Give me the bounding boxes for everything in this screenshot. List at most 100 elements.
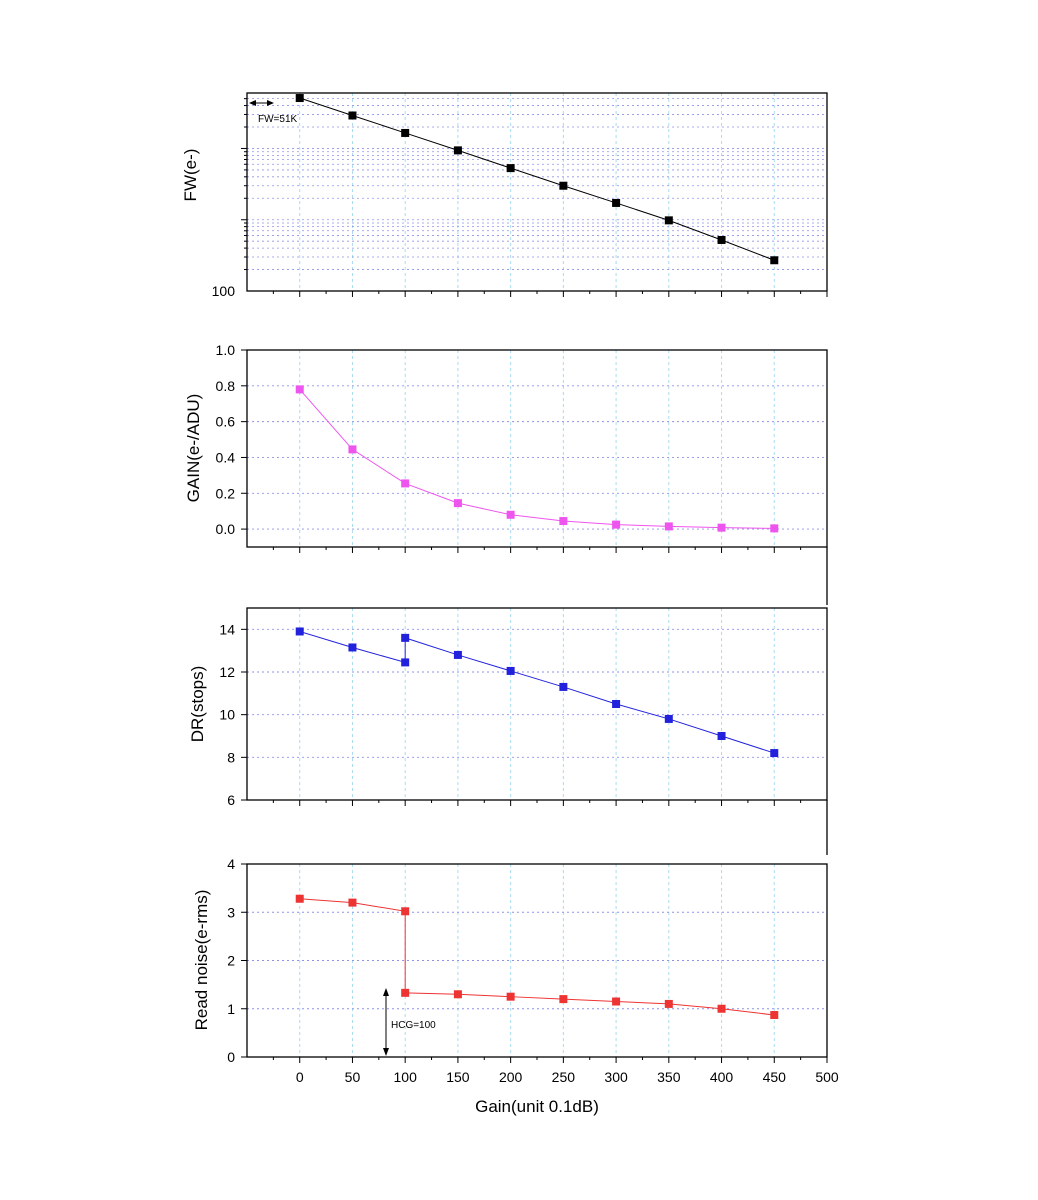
dr-data-point [506, 666, 515, 675]
dr-panel: 6 8 10 12 14 DR(stops) [188, 607, 828, 808]
x-axis-title: Gain(unit 0.1dB) [475, 1097, 599, 1116]
hcg-annotation-label: HCG=100 [391, 1020, 436, 1031]
shared-x-axis: 0 50 100 150 200 250 300 350 400 450 500 [296, 1069, 839, 1085]
x-tick-label: 250 [552, 1069, 576, 1085]
dr-series-line [299, 630, 775, 754]
rn-y-tick-label: 2 [227, 953, 235, 969]
gain-data-point [401, 479, 410, 488]
fw-data-point [664, 216, 673, 225]
gain-grid [247, 350, 827, 547]
dr-plot-frame [246, 607, 828, 801]
gain-panel: 0.0 0.2 0.4 0.6 0.8 1.0 GAIN(e-/ADU) [184, 342, 828, 553]
dr-data-point [295, 627, 304, 636]
fw-data-point [401, 128, 410, 137]
fw-annotation-arrowhead-right [267, 100, 274, 106]
x-tick-label: 450 [763, 1069, 787, 1085]
rn-data-point [506, 992, 515, 1001]
gain-data-point [559, 517, 568, 526]
fw-grid [247, 93, 827, 291]
dr-y-tick-label: 14 [219, 621, 235, 637]
dr-data-point [717, 732, 726, 740]
rn-data-point [401, 907, 410, 916]
gain-data-point [295, 385, 304, 394]
dr-y-tick-label: 8 [227, 749, 235, 765]
dr-data-point [348, 643, 357, 652]
hcg-arrowhead-down [383, 1048, 389, 1056]
dr-data-point [401, 658, 410, 667]
rn-data-point [717, 1004, 726, 1013]
fw-series-line [299, 97, 775, 261]
dr-data-point [453, 650, 462, 659]
gain-series [295, 385, 779, 533]
x-tick-label: 50 [345, 1069, 361, 1085]
dr-y-tick-label: 12 [219, 664, 235, 680]
x-tick-label: 300 [604, 1069, 628, 1085]
fw-data-point [453, 146, 462, 155]
x-tick-label: 350 [657, 1069, 681, 1085]
rn-data-point [295, 894, 304, 903]
rn-y-tick-label: 1 [227, 1001, 235, 1017]
gain-data-point [506, 510, 515, 519]
rn-series-line [299, 898, 775, 1016]
hcg-annotation: HCG=100 [383, 988, 436, 1056]
read-noise-axis: 0 1 2 3 4 [227, 856, 828, 1065]
fw-y-axis-title: FW(e-) [181, 149, 200, 202]
fw-annotation-arrowhead-left [249, 100, 256, 106]
rn-y-tick-label: 0 [227, 1049, 235, 1065]
dr-data-point [401, 633, 410, 642]
fw-data-point [295, 94, 304, 103]
dr-grid [247, 608, 827, 800]
fw-data-point [348, 111, 357, 120]
fw-data-point [612, 198, 621, 207]
fw-panel: 100 FW(e-) FW=51K [181, 92, 828, 299]
fw-series [295, 94, 779, 265]
dr-axis: 6 8 10 12 14 [219, 621, 828, 808]
rn-data-point [770, 1011, 779, 1020]
fw-plot-frame [246, 92, 828, 292]
read-noise-panel: 0 1 2 3 4 Read noise(e-rms) HCG=100 [192, 856, 828, 1065]
gain-y-tick-label: 1.0 [216, 342, 236, 358]
dr-series [295, 627, 779, 758]
fw-y-tick-label: 100 [212, 283, 236, 299]
dr-data-point [664, 714, 673, 723]
hcg-arrowhead-up [383, 988, 389, 996]
rn-data-point [612, 997, 621, 1006]
dr-data-point [559, 682, 568, 691]
dr-data-point [770, 749, 779, 758]
fw-data-point [717, 235, 726, 244]
x-tick-label: 100 [394, 1069, 418, 1085]
dr-y-tick-label: 10 [219, 707, 235, 723]
x-tick-label: 150 [446, 1069, 470, 1085]
fw-axis: 100 [212, 98, 828, 299]
rn-data-point [401, 988, 410, 997]
x-tick-label: 500 [815, 1069, 839, 1085]
read-noise-grid [247, 864, 827, 1057]
gain-data-point [664, 522, 673, 531]
gain-data-point [453, 499, 462, 508]
dr-y-tick-label: 6 [227, 792, 235, 808]
gain-y-tick-label: 0.2 [216, 485, 236, 501]
fw-annotation-label: FW=51K [258, 114, 298, 125]
rn-data-point [348, 898, 357, 907]
gain-y-tick-label: 0.8 [216, 378, 236, 394]
fw-data-point [559, 181, 568, 190]
gain-data-point [348, 445, 357, 454]
gain-y-tick-label: 0.6 [216, 414, 236, 430]
rn-y-tick-label: 3 [227, 904, 235, 920]
read-noise-y-axis-title: Read noise(e-rms) [192, 890, 211, 1031]
rn-data-point [559, 995, 568, 1004]
gain-y-axis-title: GAIN(e-/ADU) [184, 394, 203, 503]
x-tick-label: 400 [710, 1069, 734, 1085]
x-tick-label: 200 [499, 1069, 523, 1085]
rn-y-tick-label: 4 [227, 856, 235, 872]
read-noise-series [295, 894, 779, 1020]
x-tick-label: 0 [296, 1069, 304, 1085]
fw-annotation: FW=51K [249, 100, 298, 125]
rn-data-point [664, 999, 673, 1008]
gain-y-tick-label: 0.0 [216, 521, 236, 537]
gain-series-line [299, 389, 775, 529]
rn-data-point [453, 990, 462, 999]
fw-data-point [770, 256, 779, 265]
gain-data-point [717, 523, 726, 532]
